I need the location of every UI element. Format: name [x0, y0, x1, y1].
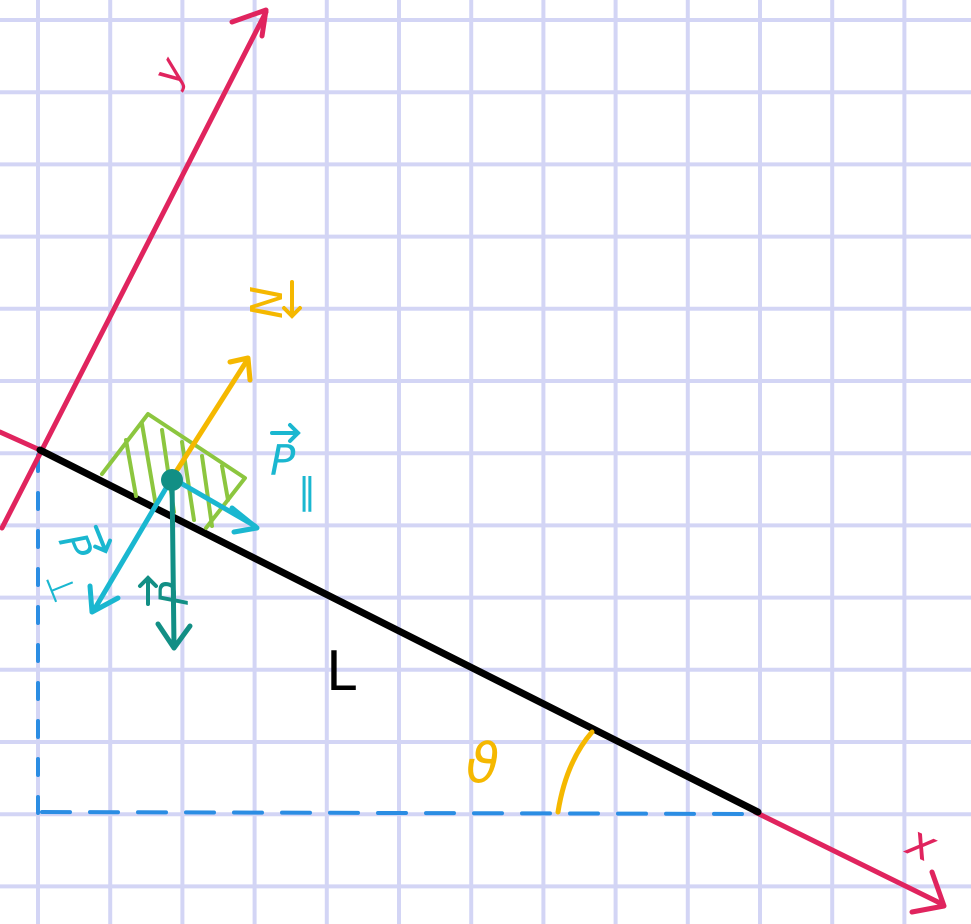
vector-mark-icon — [282, 280, 302, 319]
angle-arc — [555, 729, 595, 815]
dashed-horizontal-guide — [40, 810, 760, 816]
parallel-component-symbol: P — [270, 436, 296, 485]
parallel-component-arrowhead-icon — [229, 505, 260, 535]
perpendicular-component-arrowhead-icon — [87, 583, 121, 615]
perpendicular-component-arrow — [91, 475, 175, 613]
force-vectors — [87, 355, 260, 651]
weight-arrowhead-icon — [155, 621, 193, 651]
angle-label: ϑ — [466, 732, 499, 795]
normal-force-symbol: N — [239, 286, 290, 319]
normal-force-label: N — [239, 280, 302, 319]
x-axis-left-segment — [0, 429, 43, 453]
center-of-mass-dot — [161, 469, 183, 491]
weight-arrow — [169, 475, 177, 649]
length-label: L — [326, 640, 356, 703]
normal-force-arrowhead-icon — [227, 355, 253, 383]
weight-label: P — [138, 575, 198, 606]
parallel-component-label: P ‖ — [270, 423, 316, 512]
vector-mark-icon — [93, 524, 112, 554]
vector-mark-icon — [270, 423, 301, 443]
dashed-guides — [36, 453, 760, 817]
coordinate-axes — [0, 7, 947, 915]
weight-symbol: P — [152, 581, 198, 606]
y-axis-line — [0, 9, 269, 531]
x-axis-line — [752, 809, 945, 907]
y-axis-arrowhead-icon — [229, 7, 269, 39]
diagram-labels: y x N P ‖ P ⊥ P L ϑ — [37, 49, 945, 873]
normal-force-arrow — [169, 359, 249, 481]
parallel-component-subscript: ‖ — [298, 471, 316, 512]
x-axis-arrowhead-icon — [909, 869, 947, 915]
incline-surface — [36, 446, 762, 816]
vector-mark-icon — [138, 575, 158, 606]
